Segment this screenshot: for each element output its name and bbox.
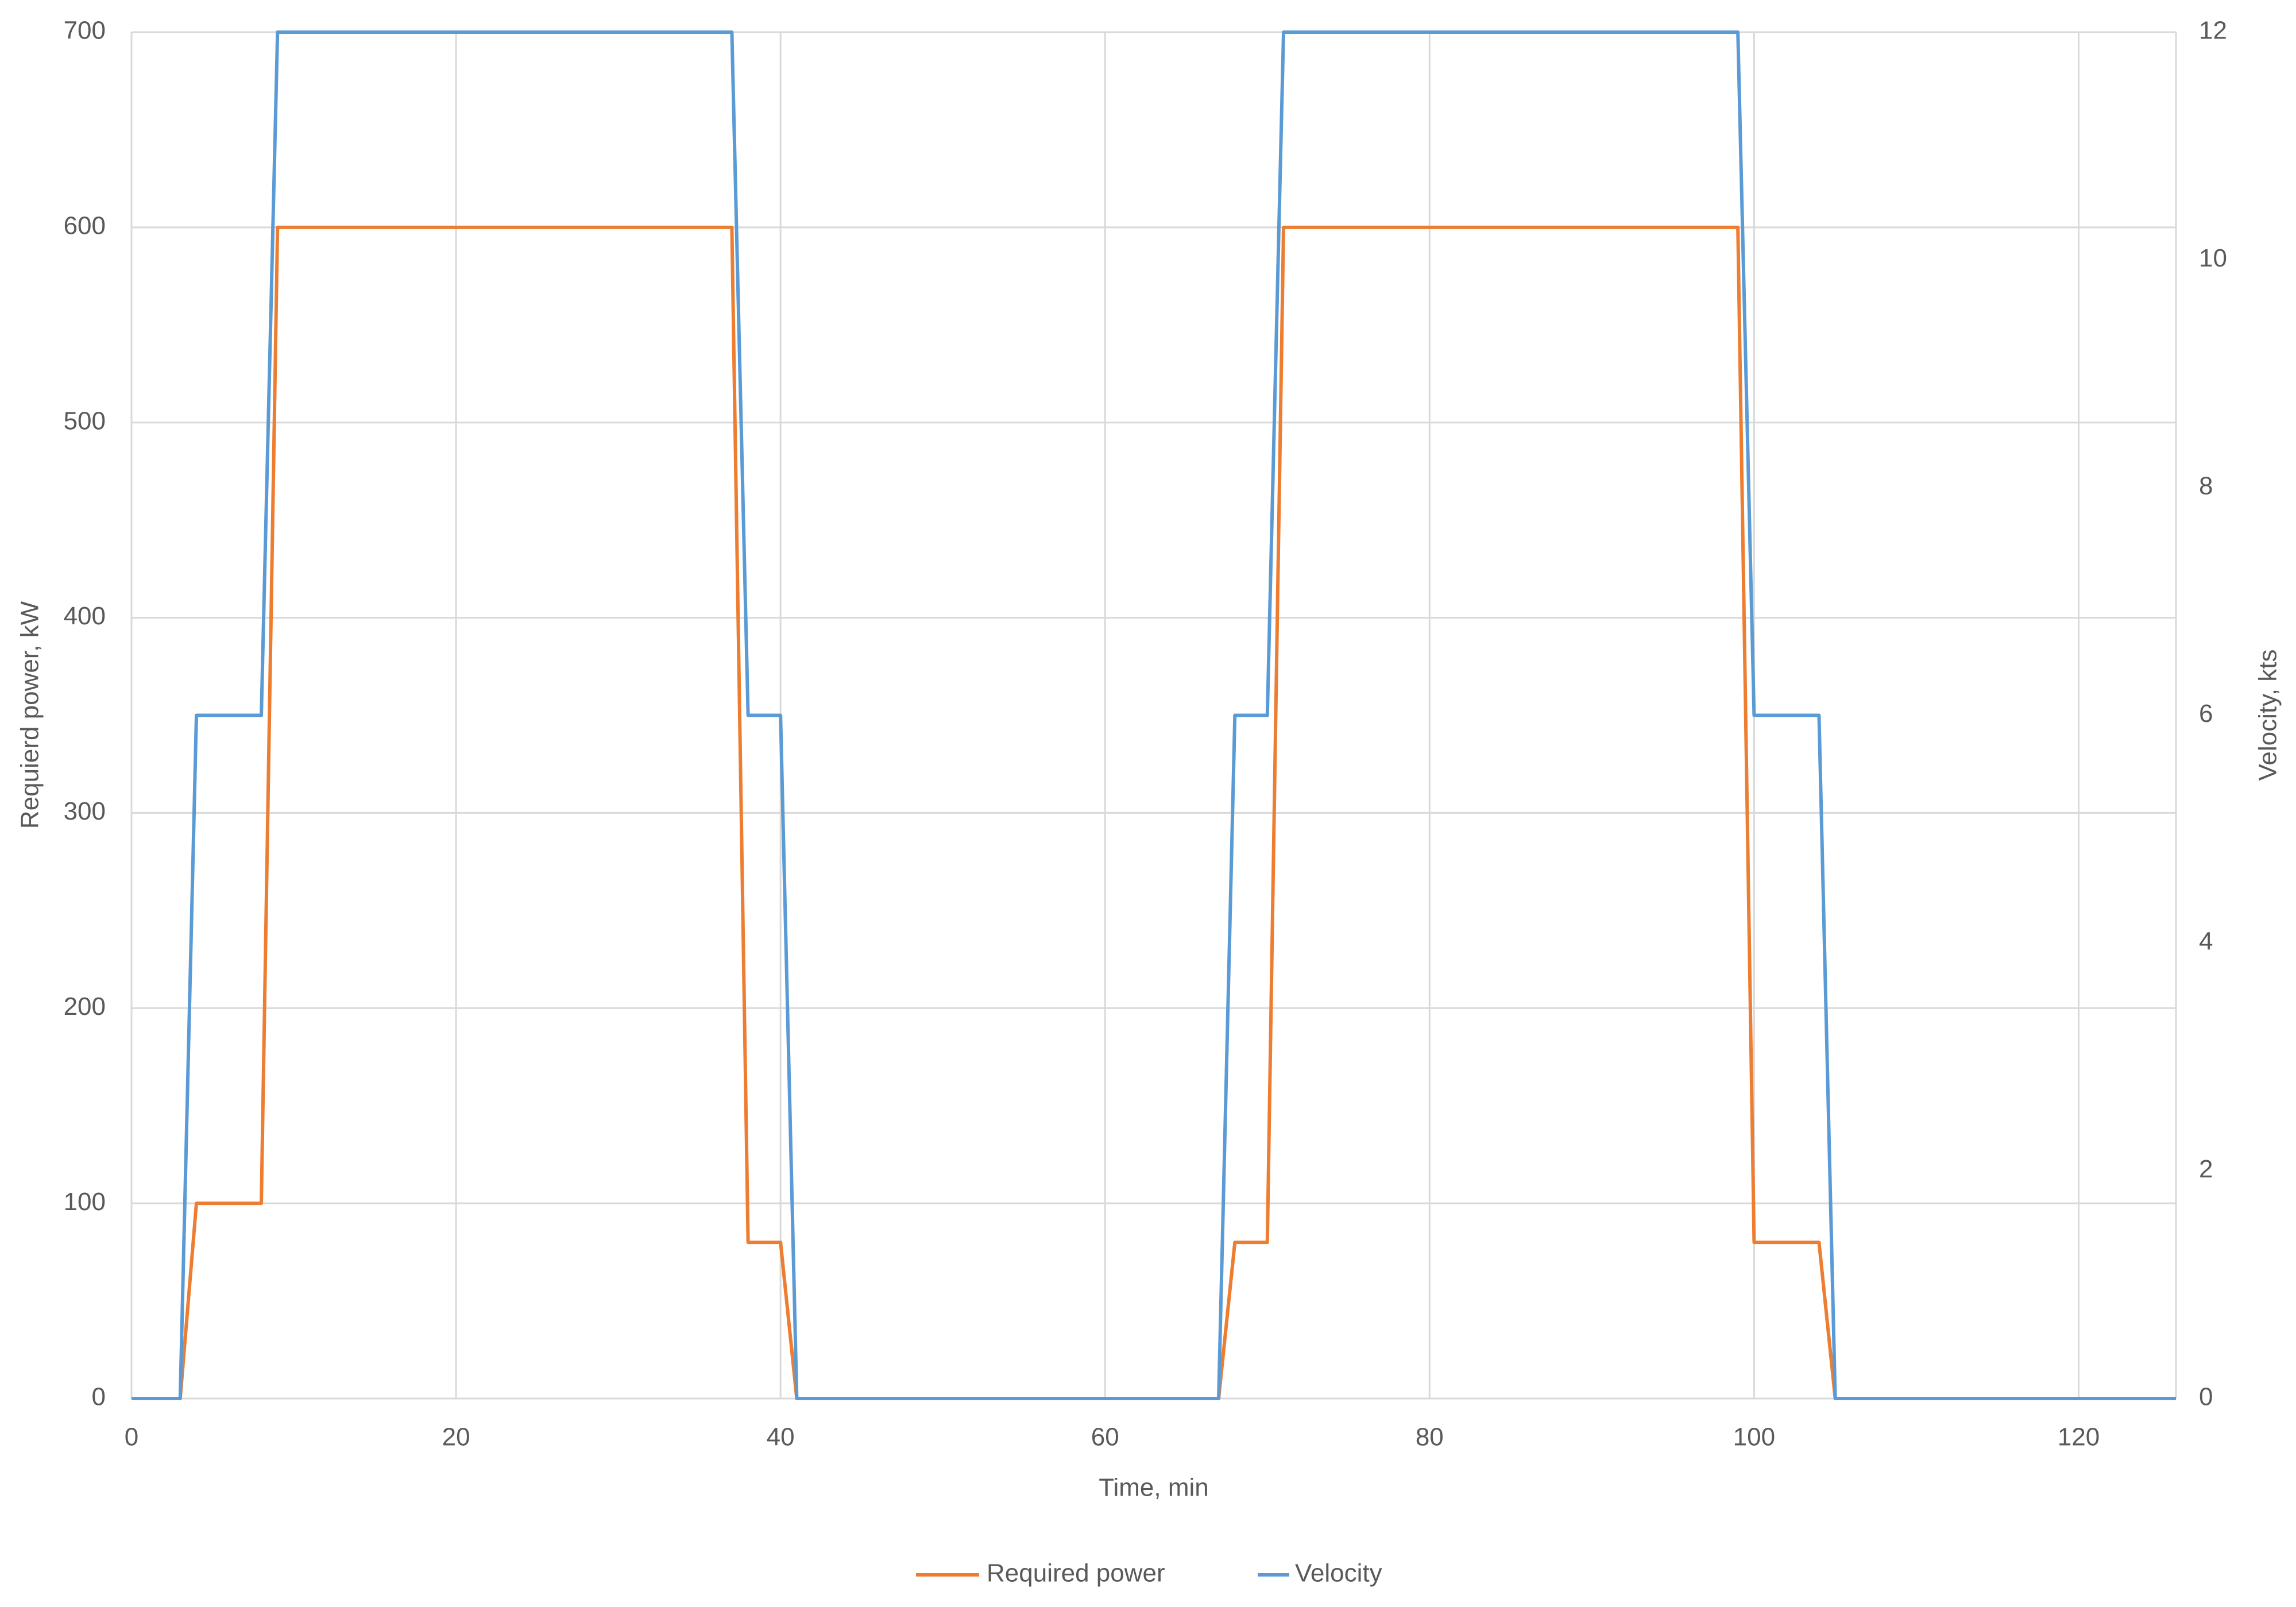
y-tick-label: 300 <box>64 797 106 825</box>
y2-tick-label: 6 <box>2199 700 2213 728</box>
y-tick-label: 200 <box>64 992 106 1021</box>
y2-tick-label: 8 <box>2199 472 2213 500</box>
y2-axis-title: Velocity, kts <box>2254 649 2282 781</box>
y-tick-label: 100 <box>64 1188 106 1216</box>
x-tick-label: 120 <box>2058 1423 2100 1451</box>
x-tick-label: 0 <box>125 1423 138 1451</box>
y-tick-label: 500 <box>64 407 106 435</box>
legend-label: Required power <box>987 1559 1165 1587</box>
x-tick-label: 20 <box>442 1423 470 1451</box>
y2-tick-label: 12 <box>2199 17 2227 45</box>
y-tick-label: 700 <box>64 17 106 45</box>
x-tick-label: 60 <box>1091 1423 1119 1451</box>
y2-tick-label: 0 <box>2199 1383 2213 1411</box>
x-tick-label: 40 <box>767 1423 795 1451</box>
x-axis-title: Time, min <box>1099 1474 1209 1502</box>
y2-tick-label: 10 <box>2199 244 2227 272</box>
series-line <box>132 30 2176 1400</box>
legend-label: Velocity <box>1295 1559 1382 1587</box>
y-tick-label: 0 <box>92 1383 106 1411</box>
y-tick-label: 600 <box>64 211 106 239</box>
y2-tick-label: 4 <box>2199 928 2213 956</box>
y-tick-label: 400 <box>64 602 106 630</box>
y-axis-title: Requierd power, kW <box>16 601 44 829</box>
y2-tick-label: 2 <box>2199 1155 2213 1183</box>
x-tick-label: 100 <box>1733 1423 1775 1451</box>
x-tick-label: 80 <box>1416 1423 1444 1451</box>
